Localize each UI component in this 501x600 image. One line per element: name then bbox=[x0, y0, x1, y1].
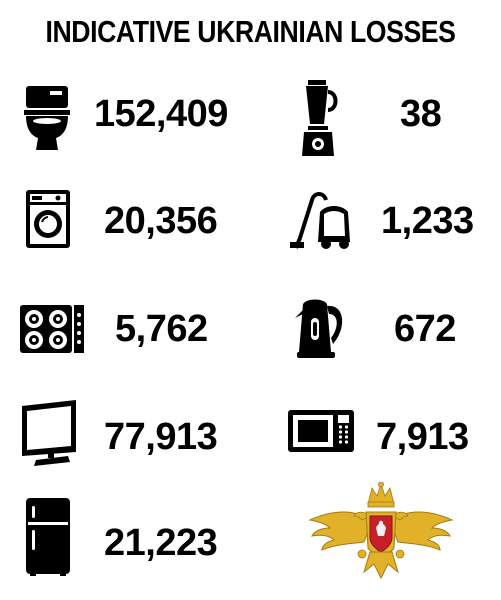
stove-hob-icon bbox=[20, 305, 84, 353]
vacuum-cleaner-icon bbox=[290, 188, 352, 250]
stove-hob-count: 5,762 bbox=[115, 308, 208, 350]
toilet-count: 152,409 bbox=[94, 93, 228, 135]
refrigerator-icon bbox=[26, 498, 70, 576]
page-title: INDICATIVE UKRAINIAN LOSSES bbox=[45, 14, 456, 49]
microwave-icon bbox=[288, 410, 354, 452]
washing-machine-count: 20,356 bbox=[104, 200, 218, 242]
electric-kettle-icon bbox=[293, 296, 347, 358]
blender-count: 38 bbox=[400, 93, 442, 135]
washing-machine-icon bbox=[26, 190, 70, 248]
microwave-count: 7,913 bbox=[376, 416, 469, 458]
blender-icon bbox=[300, 80, 340, 156]
television-count: 77,913 bbox=[104, 416, 218, 458]
double-headed-eagle-emblem-icon bbox=[306, 482, 456, 580]
refrigerator-count: 21,223 bbox=[104, 522, 218, 564]
toilet-icon bbox=[24, 86, 70, 150]
vacuum-cleaner-count: 1,233 bbox=[381, 200, 474, 242]
electric-kettle-count: 672 bbox=[394, 308, 456, 350]
television-icon bbox=[18, 400, 80, 466]
